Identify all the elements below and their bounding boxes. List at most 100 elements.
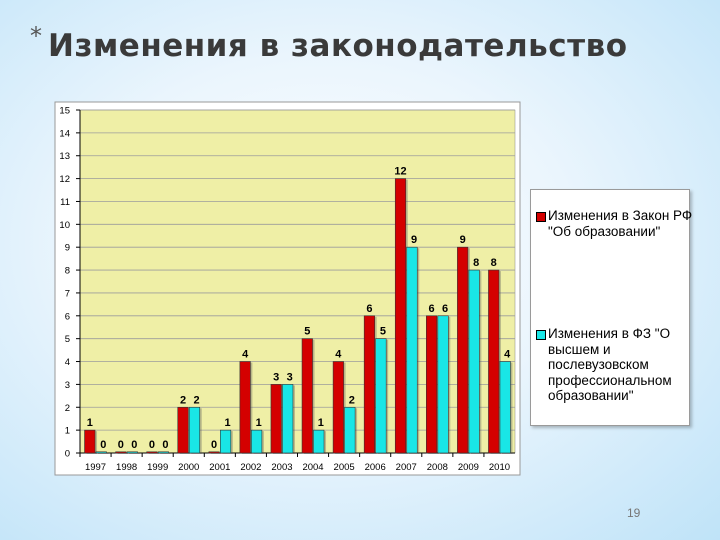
y-tick-label: 5 <box>65 334 70 345</box>
data-label: 0 <box>149 439 155 451</box>
x-tick-label: 2002 <box>240 462 261 473</box>
data-label: 0 <box>131 439 137 451</box>
y-tick-label: 0 <box>65 449 70 460</box>
bar-series-2 <box>220 429 232 454</box>
data-label: 2 <box>193 394 199 406</box>
bar-shadow <box>210 452 222 454</box>
page-number: 19 <box>627 506 641 520</box>
data-label: 0 <box>100 439 106 451</box>
bar-series-2 <box>499 361 511 454</box>
y-tick-label: 2 <box>65 403 70 414</box>
data-label: 3 <box>273 371 279 383</box>
x-tick-label: 1997 <box>85 462 106 473</box>
y-tick-label: 7 <box>65 288 70 299</box>
bar-shadow <box>148 452 160 454</box>
data-label: 4 <box>335 349 342 361</box>
x-tick-label: 2008 <box>427 462 448 473</box>
x-tick-label: 2004 <box>302 462 323 473</box>
bar-series-2 <box>282 384 294 454</box>
data-label: 2 <box>180 394 186 406</box>
y-tick-label: 6 <box>65 311 70 322</box>
bar-series-1 <box>115 451 127 454</box>
title-star: * <box>30 22 42 50</box>
x-tick-label: 2000 <box>178 462 199 473</box>
data-label: 9 <box>460 234 466 246</box>
y-tick-label: 14 <box>59 128 70 139</box>
x-tick-label: 2001 <box>209 462 230 473</box>
data-label: 6 <box>442 303 448 315</box>
data-label: 9 <box>411 234 417 246</box>
bar-series-1 <box>488 269 500 454</box>
legend-label-series-1: Изменения в Закон РФ "Об образовании" <box>548 208 693 239</box>
bar-series-1 <box>363 315 375 454</box>
x-tick-label: 2005 <box>334 462 355 473</box>
bar-series-1 <box>177 406 189 454</box>
y-tick-label: 12 <box>59 174 70 185</box>
bar-series-2 <box>344 406 356 454</box>
data-label: 1 <box>256 417 262 429</box>
x-tick-label: 1999 <box>147 462 168 473</box>
y-tick-label: 4 <box>65 357 70 368</box>
data-label: 1 <box>87 417 93 429</box>
x-tick-label: 2007 <box>396 462 417 473</box>
bar-series-1 <box>239 361 251 454</box>
data-label: 0 <box>211 439 217 451</box>
data-label: 6 <box>429 303 435 315</box>
bar-series-2 <box>375 338 387 454</box>
x-tick-label: 2006 <box>365 462 386 473</box>
bar-series-1 <box>146 451 158 454</box>
bar-shadow <box>117 452 129 454</box>
bar-series-2 <box>468 269 480 454</box>
bar-series-2 <box>95 451 107 454</box>
bar-shadow <box>98 452 109 454</box>
y-tick-label: 8 <box>65 266 70 277</box>
bar-series-1 <box>394 178 407 454</box>
data-label: 1 <box>318 417 324 429</box>
y-tick-label: 11 <box>60 197 70 208</box>
bar-series-2 <box>313 429 325 454</box>
data-label: 2 <box>349 394 355 406</box>
bar-series-1 <box>457 246 469 454</box>
bar-series-2 <box>437 315 449 454</box>
slide-title: Изменения в законодательство <box>48 28 628 64</box>
bar-series-1 <box>208 451 220 454</box>
bars <box>84 178 513 454</box>
bar-series-1 <box>301 338 313 454</box>
data-label: 3 <box>287 371 293 383</box>
bar-series-1 <box>270 384 282 454</box>
data-label: 4 <box>504 349 511 361</box>
data-label: 6 <box>366 303 372 315</box>
data-label: 12 <box>394 166 406 178</box>
bar-series-2 <box>126 451 138 454</box>
x-tick-label: 1998 <box>116 462 137 473</box>
bar-shadow <box>160 452 171 454</box>
bar-series-1 <box>426 315 438 454</box>
bar-series-2 <box>188 406 201 454</box>
x-tick-label: 2010 <box>489 462 510 473</box>
y-tick-label: 13 <box>59 151 70 162</box>
y-tick-label: 15 <box>59 106 70 117</box>
bar-series-2 <box>157 451 169 454</box>
legend-label-series-2: Изменения в ФЗ "О высшем и послевузовско… <box>548 326 672 403</box>
legend: Изменения в Закон РФ "Об образовании" Из… <box>530 189 692 426</box>
x-tick-label: 2009 <box>458 462 479 473</box>
legend-swatch-series-1 <box>536 212 546 222</box>
data-label: 8 <box>491 257 497 269</box>
x-tick-label: 2003 <box>271 462 292 473</box>
data-label: 8 <box>473 257 479 269</box>
y-tick-label: 3 <box>65 380 70 391</box>
data-label: 1 <box>225 417 231 429</box>
bar-series-2 <box>406 246 418 454</box>
legend-swatch-series-2 <box>536 330 546 340</box>
y-tick-label: 10 <box>59 220 70 231</box>
bar-series-1 <box>332 361 344 454</box>
data-label: 0 <box>162 439 168 451</box>
data-label: 5 <box>304 326 310 338</box>
data-label: 5 <box>380 326 386 338</box>
data-label: 4 <box>242 349 249 361</box>
bar-shadow <box>129 452 140 454</box>
x-axis: 1997 1998 1999 2000 2001 2002 2003 2004 2005 2006… <box>79 452 515 473</box>
y-tick-label: 9 <box>65 243 70 254</box>
